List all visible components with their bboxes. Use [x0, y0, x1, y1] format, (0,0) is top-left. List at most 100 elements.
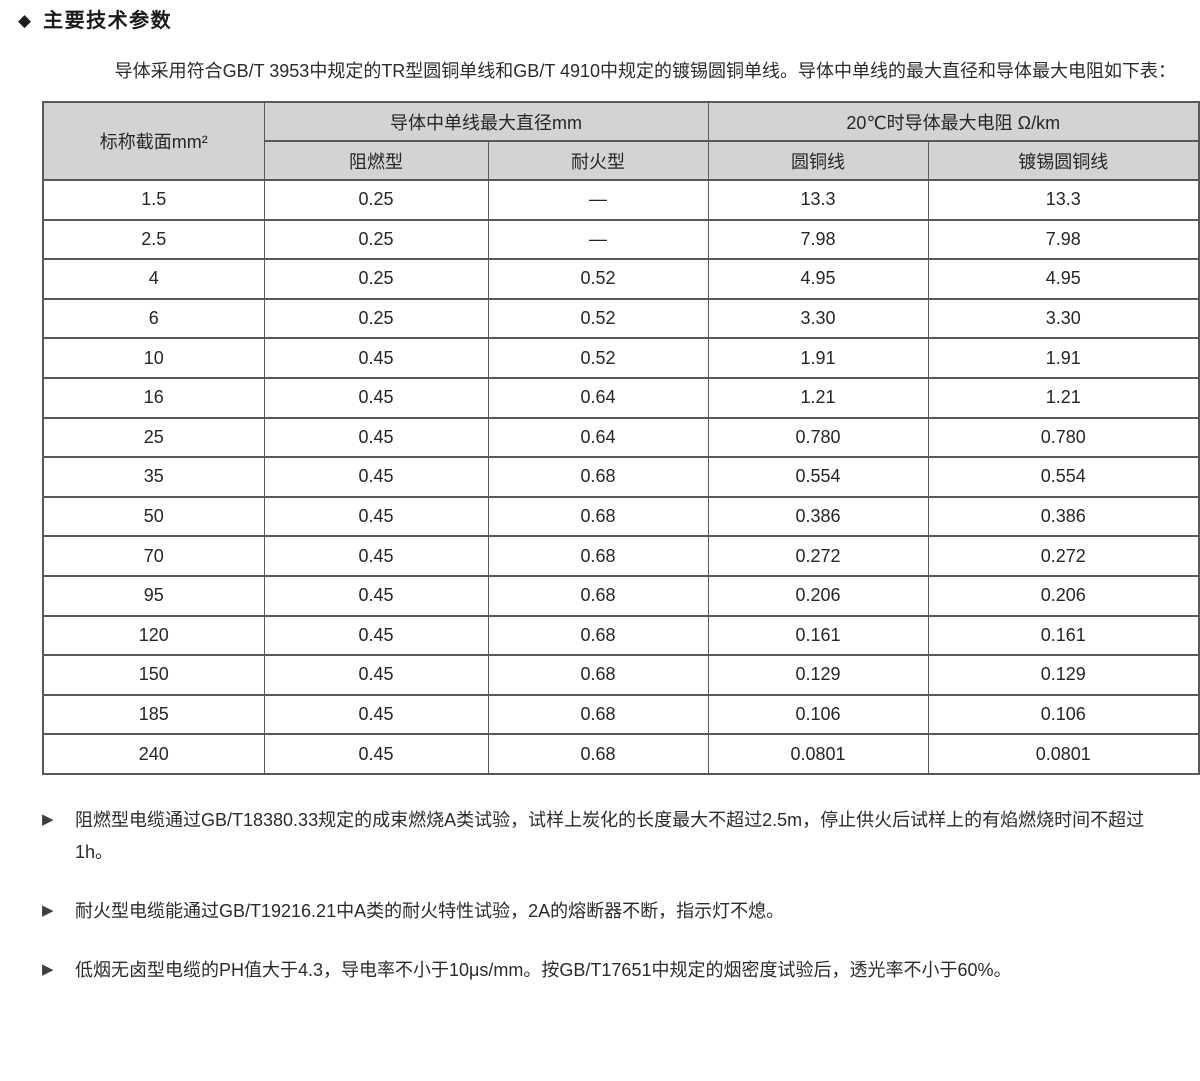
table-cell: 1.21 — [707, 376, 929, 419]
table-cell: 6 — [42, 297, 265, 340]
table-row: 120 0.45 0.68 0.161 0.161 — [42, 614, 1200, 657]
table-cell: 4.95 — [707, 258, 929, 300]
col-header-tinned-round-copper-wire: 镀锡圆铜线 — [927, 140, 1200, 181]
table-cell: 0.25 — [263, 218, 489, 261]
table-cell: 0.52 — [487, 297, 709, 340]
table-row: 70 0.45 0.68 0.272 0.272 — [42, 535, 1200, 577]
note-text: 阻燃型电缆通过GB/T18380.33规定的成束燃烧A类试验，试样上炭化的长度最… — [75, 809, 1145, 862]
table-cell: — — [487, 179, 709, 221]
table-cell: 0.780 — [927, 416, 1200, 459]
table-cell: 0.45 — [263, 337, 489, 379]
table-cell: 0.45 — [263, 614, 489, 657]
table-cell: 1.91 — [707, 337, 929, 379]
table-cell: 13.3 — [707, 179, 929, 221]
table-cell: 0.68 — [487, 495, 709, 538]
header-row-groups: 标称截面mm² 导体中单线最大直径mm 20℃时导体最大电阻 Ω/km — [42, 101, 1200, 181]
table-cell: 0.64 — [487, 376, 709, 419]
table-cell: 0.64 — [487, 416, 709, 459]
triangle-bullet-icon: ▶ — [42, 901, 54, 919]
triangle-bullet-icon: ▶ — [42, 960, 54, 978]
table-cell: 120 — [42, 614, 265, 657]
col-header-flame-retardant: 阻燃型 — [263, 140, 489, 181]
table-cell: 0.25 — [263, 258, 489, 300]
table-cell: 0.45 — [263, 733, 489, 775]
table-row: 25 0.45 0.64 0.780 0.780 — [42, 416, 1200, 459]
table-cell: 0.45 — [263, 654, 489, 696]
table-cell: 0.45 — [263, 456, 489, 498]
table-cell: 3.30 — [707, 297, 929, 340]
table-cell: 0.129 — [927, 654, 1200, 696]
table-cell: 0.68 — [487, 574, 709, 617]
table-cell: 150 — [42, 654, 265, 696]
table-cell: — — [487, 218, 709, 261]
table-cell: 0.52 — [487, 258, 709, 300]
table-cell: 0.68 — [487, 614, 709, 657]
table-cell: 0.45 — [263, 495, 489, 538]
table-cell: 1.5 — [42, 179, 265, 221]
table-cell: 0.0801 — [707, 733, 929, 775]
table-cell: 0.68 — [487, 535, 709, 577]
table-row: 10 0.45 0.52 1.91 1.91 — [42, 337, 1200, 379]
table-cell: 0.45 — [263, 574, 489, 617]
col-group-max-wire-diameter: 导体中单线最大直径mm — [263, 101, 709, 142]
table-cell: 1.21 — [927, 376, 1200, 419]
col-group-max-resistance-20c: 20℃时导体最大电阻 Ω/km — [707, 101, 1200, 142]
table-cell: 0.45 — [263, 535, 489, 577]
table-cell: 16 — [42, 376, 265, 419]
table-cell: 0.129 — [707, 654, 929, 696]
note-flame-retardant-test: ▶ 阻燃型电缆通过GB/T18380.33规定的成束燃烧A类试验，试样上炭化的长… — [42, 804, 1182, 868]
table-cell: 0.161 — [927, 614, 1200, 657]
note-low-smoke-halogen-free: ▶ 低烟无卤型电缆的PH值大于4.3，导电率不小于10μs/mm。按GB/T17… — [42, 954, 1182, 986]
table-cell: 4.95 — [927, 258, 1200, 300]
section-title: ◆ 主要技术参数 — [0, 0, 1200, 33]
table-cell: 240 — [42, 733, 265, 775]
table-cell: 0.272 — [707, 535, 929, 577]
table-cell: 0.161 — [707, 614, 929, 657]
triangle-bullet-icon: ▶ — [42, 810, 54, 828]
table-row: 4 0.25 0.52 4.95 4.95 — [42, 258, 1200, 300]
table-cell: 0.45 — [263, 693, 489, 736]
table-cell: 0.68 — [487, 456, 709, 498]
table-cell: 0.272 — [927, 535, 1200, 577]
table-row: 16 0.45 0.64 1.21 1.21 — [42, 376, 1200, 419]
table-cell: 3.30 — [927, 297, 1200, 340]
table-cell: 35 — [42, 456, 265, 498]
table-row: 185 0.45 0.68 0.106 0.106 — [42, 693, 1200, 736]
notes-section: ▶ 阻燃型电缆通过GB/T18380.33规定的成束燃烧A类试验，试样上炭化的长… — [42, 804, 1182, 986]
table-cell: 1.91 — [927, 337, 1200, 379]
note-text: 耐火型电缆能通过GB/T19216.21中A类的耐火特性试验，2A的熔断器不断，… — [75, 900, 785, 921]
table-cell: 7.98 — [707, 218, 929, 261]
table-cell: 50 — [42, 495, 265, 538]
table-cell: 0.52 — [487, 337, 709, 379]
table-cell: 0.0801 — [927, 733, 1200, 775]
table-row: 6 0.25 0.52 3.30 3.30 — [42, 297, 1200, 340]
table-cell: 0.68 — [487, 733, 709, 775]
table-cell: 10 — [42, 337, 265, 379]
table-cell: 4 — [42, 258, 265, 300]
table-cell: 95 — [42, 574, 265, 617]
table-row: 150 0.45 0.68 0.129 0.129 — [42, 654, 1200, 696]
intro-paragraph: 导体采用符合GB/T 3953中规定的TR型圆铜单线和GB/T 4910中规定的… — [114, 61, 1177, 81]
table-cell: 0.386 — [927, 495, 1200, 538]
table-row: 95 0.45 0.68 0.206 0.206 — [42, 574, 1200, 617]
table-cell: 185 — [42, 693, 265, 736]
table-cell: 0.68 — [487, 693, 709, 736]
spec-table: 标称截面mm² 导体中单线最大直径mm 20℃时导体最大电阻 Ω/km 阻燃型 … — [42, 101, 1200, 775]
note-text: 低烟无卤型电缆的PH值大于4.3，导电率不小于10μs/mm。按GB/T1765… — [75, 959, 1012, 980]
page-title: 主要技术参数 — [43, 10, 173, 32]
table-cell: 0.45 — [263, 416, 489, 459]
note-fire-resistance-test: ▶ 耐火型电缆能通过GB/T19216.21中A类的耐火特性试验，2A的熔断器不… — [42, 895, 1182, 927]
table-row: 2.5 0.25—7.98 7.98 — [42, 218, 1200, 261]
table-cell: 0.554 — [707, 456, 929, 498]
table-cell: 0.554 — [927, 456, 1200, 498]
table-row: 240 0.45 0.68 0.0801 0.0801 — [42, 733, 1200, 775]
table-cell: 0.206 — [707, 574, 929, 617]
table-row: 1.5 0.25—13.3 13.3 — [42, 179, 1200, 221]
table-row: 35 0.45 0.68 0.554 0.554 — [42, 456, 1200, 498]
col-header-nominal-section: 标称截面mm² — [42, 101, 265, 181]
table-cell: 0.25 — [263, 297, 489, 340]
col-header-fire-resistant: 耐火型 — [487, 140, 709, 181]
diamond-icon: ◆ — [18, 11, 32, 30]
table-cell: 7.98 — [927, 218, 1200, 261]
